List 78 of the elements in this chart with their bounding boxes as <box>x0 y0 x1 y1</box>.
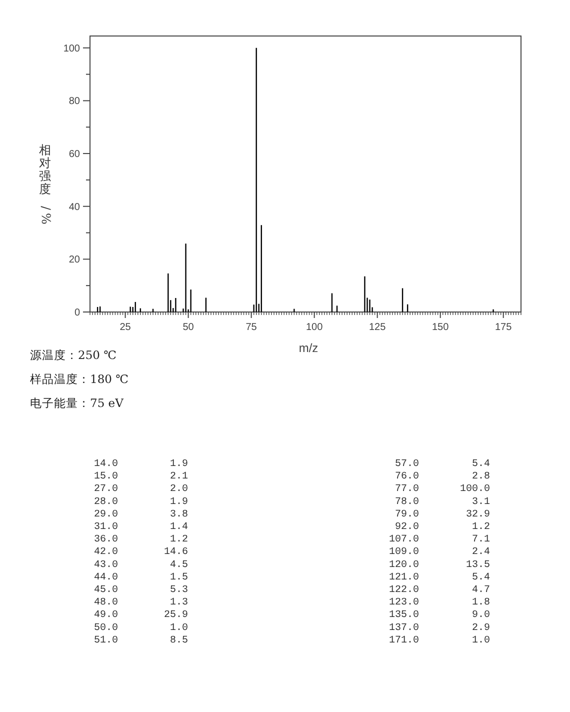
y-tick-label: 80 <box>68 96 80 108</box>
text: 2.9 <box>472 622 490 634</box>
text: 78.0 <box>394 496 419 508</box>
text: 42.0 <box>94 547 118 558</box>
text: 171.0 <box>388 635 419 646</box>
text: 31.0 <box>94 522 118 533</box>
text: 2.8 <box>472 472 490 483</box>
text: 43.0 <box>94 560 118 571</box>
text: 1.2 <box>170 534 188 546</box>
text: 8.5 <box>170 635 188 646</box>
text: 109.0 <box>388 547 419 558</box>
text: 32.9 <box>466 509 490 520</box>
text: 137.0 <box>388 622 419 634</box>
y-tick-label: 20 <box>68 254 80 266</box>
text: 15.0 <box>94 472 118 483</box>
y-tick-label: 0 <box>74 308 80 318</box>
text: 源温度：250 ℃ <box>30 348 117 362</box>
y-axis-title: 相对强度/% <box>39 143 53 224</box>
x-tick-label: 75 <box>246 322 258 333</box>
text: 样品温度：180 ℃ <box>30 372 129 386</box>
text: 121.0 <box>388 572 419 584</box>
text: 57.0 <box>394 459 419 470</box>
text: 44.0 <box>94 572 118 584</box>
text: 1.4 <box>170 522 188 533</box>
text: 3.1 <box>472 496 490 508</box>
text: 107.0 <box>388 534 419 546</box>
x-tick-label: 150 <box>432 322 450 333</box>
text: 9.0 <box>472 610 490 622</box>
text: 50.0 <box>94 622 118 634</box>
text: 1.0 <box>170 622 188 634</box>
text: 1.3 <box>170 598 188 609</box>
text: 100.0 <box>460 484 490 496</box>
x-tick-label: 125 <box>368 322 386 333</box>
text: 电子能量：75 eV <box>30 396 124 410</box>
y-tick-label: 60 <box>68 149 80 160</box>
x-tick-label: 100 <box>306 322 324 333</box>
text: 5.3 <box>170 585 188 596</box>
text: 4.5 <box>170 560 188 571</box>
text: 2.4 <box>472 547 490 558</box>
text: 2.1 <box>170 472 188 483</box>
text: 14.6 <box>164 547 188 558</box>
text: 123.0 <box>388 598 419 609</box>
text: 5.4 <box>472 572 490 584</box>
text: 2.0 <box>170 484 188 496</box>
text: 7.1 <box>472 534 490 546</box>
text: 1.2 <box>472 522 490 533</box>
text: 48.0 <box>94 598 118 609</box>
x-tick-label: 50 <box>182 322 194 333</box>
text: 77.0 <box>394 484 419 496</box>
text: 120.0 <box>388 560 419 571</box>
text: 4.7 <box>472 585 490 596</box>
text: 135.0 <box>388 610 419 622</box>
text: 28.0 <box>94 496 118 508</box>
y-tick-label: 100 <box>63 43 80 54</box>
text: 25.9 <box>164 610 188 622</box>
x-axis-title: m/z <box>298 341 318 355</box>
text: 49.0 <box>94 610 118 622</box>
text: 1.8 <box>472 598 490 609</box>
text: 13.5 <box>466 560 490 571</box>
text: 5.4 <box>472 459 490 470</box>
text: 1.9 <box>170 496 188 508</box>
text: 1.5 <box>170 572 188 584</box>
text: 14.0 <box>94 459 118 470</box>
text: 92.0 <box>394 522 419 533</box>
text: 29.0 <box>94 509 118 520</box>
text: 45.0 <box>94 585 118 596</box>
text: 122.0 <box>388 585 419 596</box>
text: 3.8 <box>170 509 188 520</box>
x-tick-label: 25 <box>120 322 132 333</box>
text: 36.0 <box>94 534 118 546</box>
text: 79.0 <box>394 509 419 520</box>
text: 76.0 <box>394 472 419 483</box>
text: 51.0 <box>94 635 118 646</box>
x-tick-label: 175 <box>495 322 512 333</box>
text: 1.0 <box>472 635 490 646</box>
y-tick-label: 40 <box>68 202 80 213</box>
text: 1.9 <box>170 459 188 470</box>
text: 27.0 <box>94 484 118 496</box>
